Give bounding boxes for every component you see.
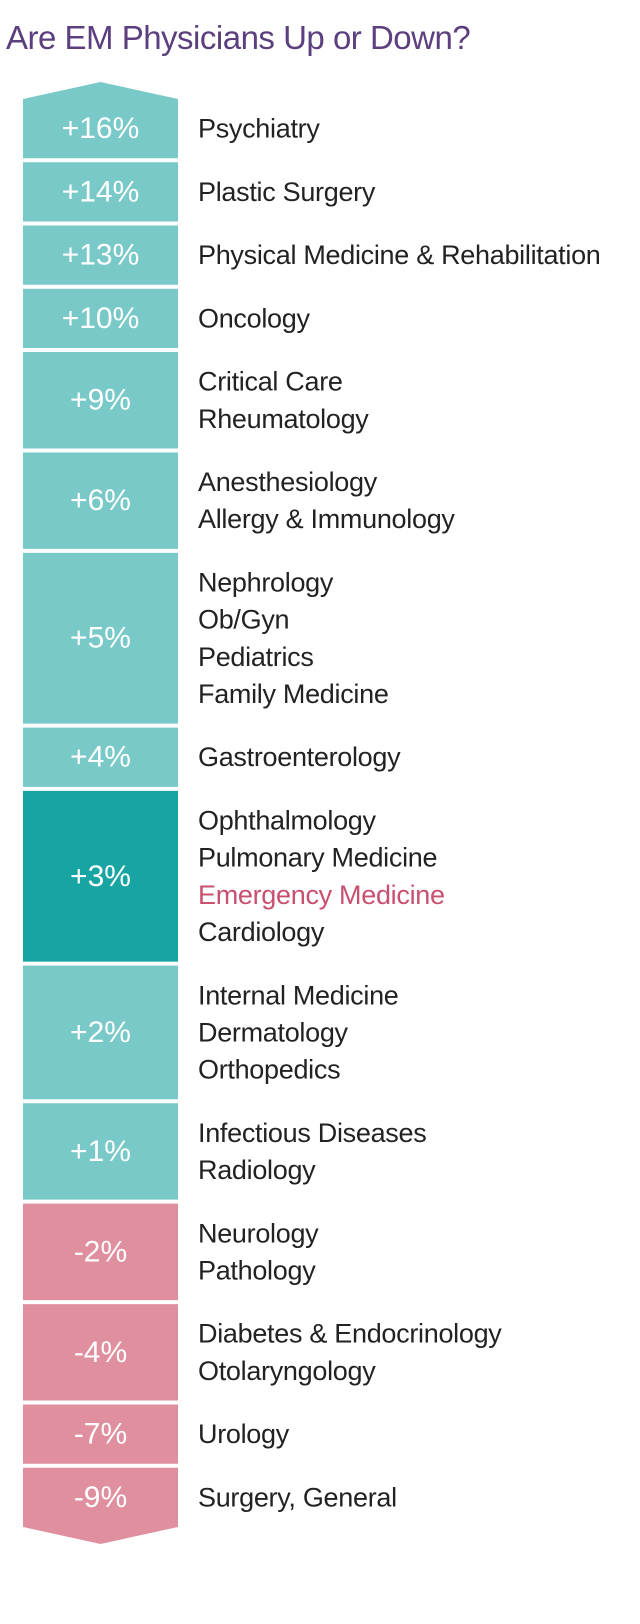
value-label: -9%: [74, 1481, 127, 1514]
specialty-label: Internal Medicine: [198, 980, 399, 1010]
specialty-label: Pathology: [198, 1255, 316, 1285]
chart-title: Are EM Physicians Up or Down?: [6, 19, 471, 56]
specialty-label: Rheumatology: [198, 404, 369, 434]
value-bar: [23, 790, 178, 962]
specialty-label: Urology: [198, 1419, 290, 1449]
specialty-label: Pulmonary Medicine: [198, 843, 437, 873]
value-label: +6%: [70, 484, 131, 517]
specialty-label: Critical Care: [198, 367, 343, 397]
specialty-label: Cardiology: [198, 917, 325, 947]
specialty-label: Nephrology: [198, 567, 334, 597]
specialty-label: Otolaryngology: [198, 1356, 376, 1386]
value-bar: [23, 452, 178, 549]
value-bar: [23, 162, 178, 222]
value-label: +5%: [70, 622, 131, 655]
specialty-label: Surgery, General: [198, 1482, 397, 1512]
specialty-label: Gastroenterology: [198, 742, 401, 772]
value-label: +13%: [62, 239, 140, 272]
specialty-label: Plastic Surgery: [198, 177, 376, 207]
value-label: +1%: [70, 1135, 131, 1168]
value-label: -7%: [74, 1418, 127, 1451]
value-bar: [23, 1203, 178, 1301]
value-bar: [23, 552, 178, 724]
value-bar: [23, 82, 178, 159]
specialty-label: Neurology: [198, 1218, 319, 1248]
specialty-label: Diabetes & Endocrinology: [198, 1319, 502, 1349]
value-bar: [23, 1467, 178, 1544]
value-bar: [23, 1103, 178, 1200]
specialty-label: Emergency Medicine: [198, 880, 445, 910]
value-label: -4%: [74, 1336, 127, 1369]
value-bar: [23, 352, 178, 449]
specialty-label: Psychiatry: [198, 114, 320, 144]
specialty-label: Orthopedics: [198, 1055, 340, 1085]
value-label: -2%: [74, 1235, 127, 1268]
value-bar: [23, 1304, 178, 1401]
specialty-label: Dermatology: [198, 1017, 349, 1047]
value-label: +3%: [70, 860, 131, 893]
specialty-label: Allergy & Immunology: [198, 504, 455, 534]
value-label: +2%: [70, 1016, 131, 1049]
value-label: +9%: [70, 384, 131, 417]
specialty-label: Radiology: [198, 1155, 316, 1185]
specialty-label: Pediatrics: [198, 642, 314, 672]
value-label: +4%: [70, 741, 131, 774]
value-bar: [23, 1404, 178, 1464]
specialty-label: Physical Medicine & Rehabilitation: [198, 240, 601, 270]
value-label: +10%: [62, 302, 140, 335]
specialty-label: Oncology: [198, 303, 310, 333]
value-bar: [23, 225, 178, 285]
specialty-label: Anesthesiology: [198, 467, 378, 497]
value-bar: [23, 965, 178, 1100]
specialty-label: Family Medicine: [198, 679, 389, 709]
specialty-label: Ophthalmology: [198, 806, 377, 836]
value-label: +16%: [62, 112, 140, 145]
value-label: +14%: [62, 175, 140, 208]
specialty-label: Infectious Diseases: [198, 1118, 426, 1148]
specialty-label: Ob/Gyn: [198, 605, 289, 635]
value-bar: [23, 727, 178, 787]
value-bar: [23, 288, 178, 349]
